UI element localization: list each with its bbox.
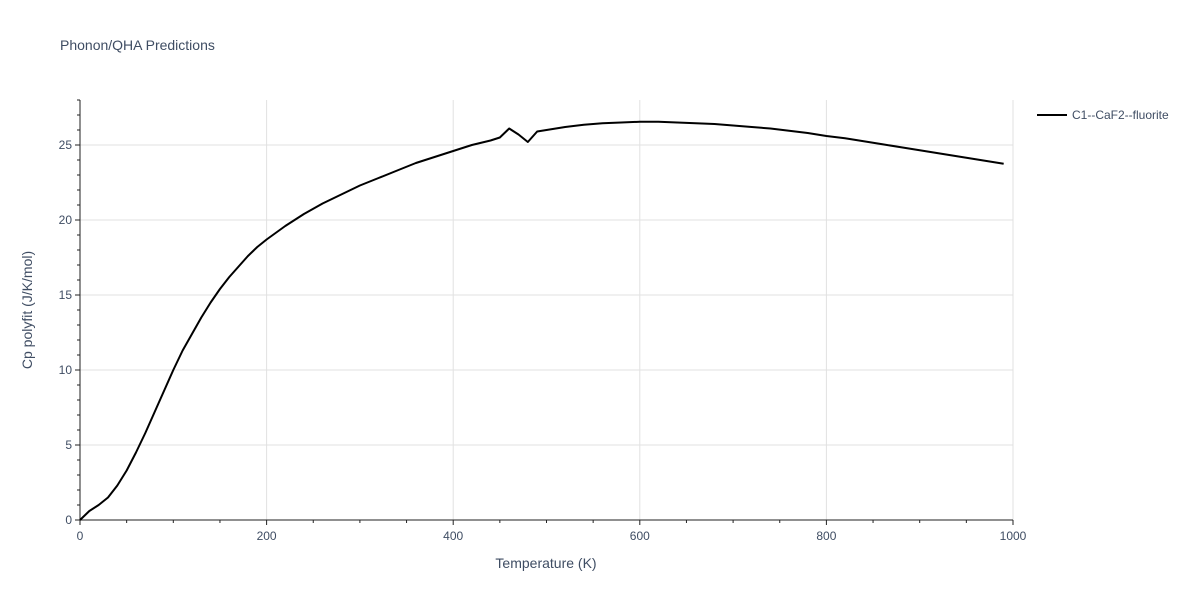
x-tick-label: 400 <box>443 529 463 543</box>
x-tick-label: 600 <box>630 529 650 543</box>
chart-title: Phonon/QHA Predictions <box>60 37 215 53</box>
legend-label: C1--CaF2--fluorite <box>1072 108 1169 122</box>
legend[interactable]: C1--CaF2--fluorite <box>1037 108 1169 122</box>
y-tick-label: 15 <box>59 288 73 302</box>
x-tick-label: 800 <box>816 529 836 543</box>
x-tick-label: 0 <box>77 529 84 543</box>
tick-labels: 0 200 400 600 800 1000 0 5 10 15 20 25 <box>59 138 1027 543</box>
x-tick-label: 200 <box>257 529 277 543</box>
y-tick-label: 25 <box>59 138 73 152</box>
x-tick-label: 1000 <box>1000 529 1027 543</box>
series-line <box>79 120 1004 521</box>
y-tick-label: 5 <box>65 438 72 452</box>
series-layer <box>79 120 1004 521</box>
y-tick-label: 10 <box>59 363 73 377</box>
y-tick-label: 0 <box>65 513 72 527</box>
y-axis-title: Cp polyfit (J/K/mol) <box>19 251 35 369</box>
grid <box>80 100 1014 520</box>
x-axis-title: Temperature (K) <box>495 555 596 571</box>
y-tick-label: 20 <box>59 213 73 227</box>
axes <box>75 99 1014 525</box>
